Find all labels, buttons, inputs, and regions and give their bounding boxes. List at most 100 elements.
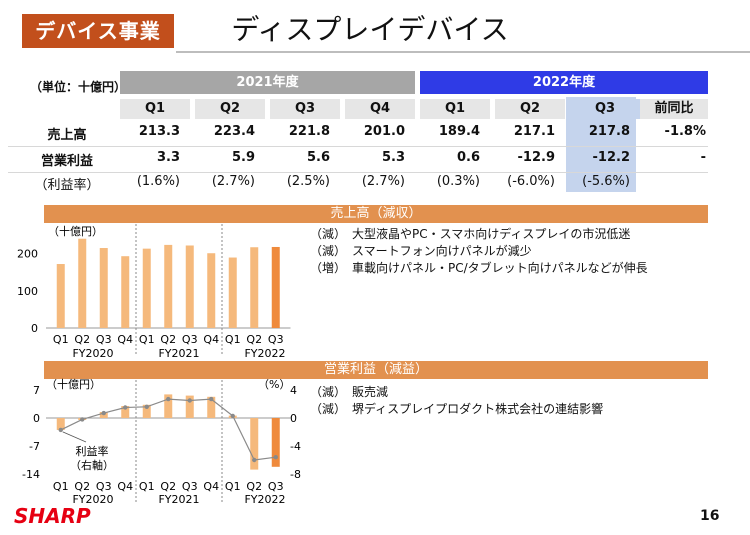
profit-section-header: 営業利益（減益） — [44, 361, 708, 379]
y-right-tick-label: 4 — [290, 384, 297, 397]
page-number: 16 — [700, 508, 720, 524]
yoy-cell: -1.8% — [664, 124, 706, 139]
table-cell: 189.4 — [438, 124, 480, 139]
y-tick-label: 0 — [33, 412, 40, 425]
x-tick-label: Q3 — [182, 480, 198, 493]
table-cell: 217.1 — [513, 124, 555, 139]
x-tick-label: Q2 — [160, 480, 176, 493]
annotation-text: （右軸） — [70, 458, 114, 472]
margin-point — [101, 410, 106, 416]
sales-notes: （減） 大型液晶やPC・スマホ向けディスプレイの市況低迷 （減） スマートフォン… — [310, 226, 648, 277]
profit-bar — [121, 406, 130, 418]
margin-point — [166, 396, 171, 402]
table-cell: 201.0 — [363, 124, 405, 139]
sales-bar — [78, 238, 87, 328]
fiscal-year-label: FY2021 — [158, 493, 199, 506]
sales-note: （増） 車載向けパネル・PC/タブレット向けパネルなどが伸長 — [310, 261, 648, 275]
table-cell: (1.6%) — [136, 174, 180, 189]
x-tick-label: Q2 — [246, 333, 262, 346]
title-rule — [176, 51, 750, 53]
sales-bar — [142, 248, 151, 328]
sales-bar — [207, 253, 216, 328]
x-tick-label: Q3 — [96, 333, 112, 346]
y-tick-label: 0 — [31, 322, 38, 335]
fiscal-year-label: FY2020 — [72, 493, 113, 506]
table-cell: (2.7%) — [211, 174, 255, 189]
table-cell: 5.6 — [306, 150, 330, 165]
x-tick-label: Q3 — [182, 333, 198, 346]
sales-bar — [185, 245, 194, 328]
table-cell: (0.3%) — [436, 174, 480, 189]
table-cell: (-5.6%) — [582, 174, 630, 189]
table-cell: 3.3 — [156, 150, 180, 165]
x-tick-label: Q3 — [96, 480, 112, 493]
profit-bar — [185, 395, 194, 418]
x-tick-label: Q4 — [117, 333, 133, 346]
profit-bar — [271, 418, 280, 467]
page-title: ディスプレイデバイス — [231, 13, 509, 46]
table-cell: -12.2 — [592, 150, 630, 165]
margin-point — [144, 404, 149, 409]
y-axis-right-label: （%） — [258, 378, 290, 391]
y-tick-label: 100 — [17, 285, 38, 298]
margin-point — [273, 455, 278, 460]
profit-chart: （十億円） （%） 7 0 -7 -14 4 0 -4 -8 Q1 Q2 Q3 Q4 Q1 Q2 Q3 Q4 Q1 Q… — [22, 378, 301, 506]
margin-point — [252, 457, 257, 463]
sales-bar — [164, 244, 173, 328]
margin-point — [58, 427, 63, 433]
table-cell: (2.5%) — [286, 174, 330, 189]
profit-bar — [250, 418, 259, 470]
sales-bar — [250, 247, 259, 328]
x-tick-label: Q1 — [53, 333, 69, 346]
sales-bar — [228, 257, 237, 328]
table-cell: 213.3 — [138, 124, 180, 139]
y-tick-label: 200 — [17, 248, 38, 261]
table-cell: 5.9 — [231, 150, 255, 165]
x-tick-label: Q1 — [225, 333, 241, 346]
x-tick-label: Q1 — [225, 480, 241, 493]
x-tick-label: Q1 — [139, 480, 155, 493]
yoy-cell: - — [700, 150, 706, 165]
margin-point — [187, 398, 192, 403]
row-label: 営業利益 — [40, 154, 93, 169]
y-tick-label: -14 — [22, 468, 40, 481]
sales-note: （減） スマートフォン向けパネルが減少 — [310, 244, 532, 258]
profit-notes: （減） 販売減 （減） 堺ディスプレイプロダクト株式会社の連結影響 — [310, 384, 603, 418]
y-axis-label: （十億円） — [48, 224, 103, 238]
quarter-header: Q2 — [495, 99, 565, 119]
y-tick-label: 7 — [33, 384, 40, 397]
table-cell: 217.8 — [588, 124, 630, 139]
x-tick-label: Q4 — [203, 480, 219, 493]
annotation-text: 利益率 — [76, 444, 109, 458]
table-cell: 0.6 — [456, 150, 480, 165]
margin-point — [80, 417, 85, 422]
quarter-header: Q1 — [420, 99, 490, 119]
yoy-header: 前同比 — [640, 99, 708, 119]
x-tick-label: Q2 — [74, 480, 90, 493]
fiscal-year-label: FY2020 — [72, 347, 113, 360]
fiscal-year-label: FY2022 — [244, 493, 285, 506]
table-cell: 223.4 — [213, 124, 255, 139]
table-cell: (-6.0%) — [507, 174, 555, 189]
row-label: 売上高 — [47, 128, 87, 143]
table-cell: 221.8 — [288, 124, 330, 139]
x-tick-label: Q1 — [139, 333, 155, 346]
quarter-header: Q3 — [270, 99, 340, 119]
profit-bar — [164, 394, 173, 418]
profit-note: （減） 販売減 — [310, 385, 389, 399]
sales-note: （減） 大型液晶やPC・スマホ向けディスプレイの市況低迷 — [310, 227, 631, 241]
sales-bar — [121, 256, 130, 328]
x-tick-label: Q1 — [53, 480, 69, 493]
sharp-logo: SHARP — [14, 504, 91, 528]
x-tick-label: Q2 — [246, 480, 262, 493]
profit-bar — [142, 404, 151, 418]
sales-bar — [271, 246, 280, 328]
profit-bar — [56, 418, 65, 430]
x-tick-label: Q2 — [74, 333, 90, 346]
row-divider — [8, 146, 708, 147]
segment-tag: デバイス事業 — [22, 14, 174, 48]
profit-note: （減） 堺ディスプレイプロダクト株式会社の連結影響 — [310, 402, 604, 416]
x-tick-label: Q4 — [203, 333, 219, 346]
margin-point — [209, 396, 214, 402]
quarter-header: Q4 — [345, 99, 415, 119]
